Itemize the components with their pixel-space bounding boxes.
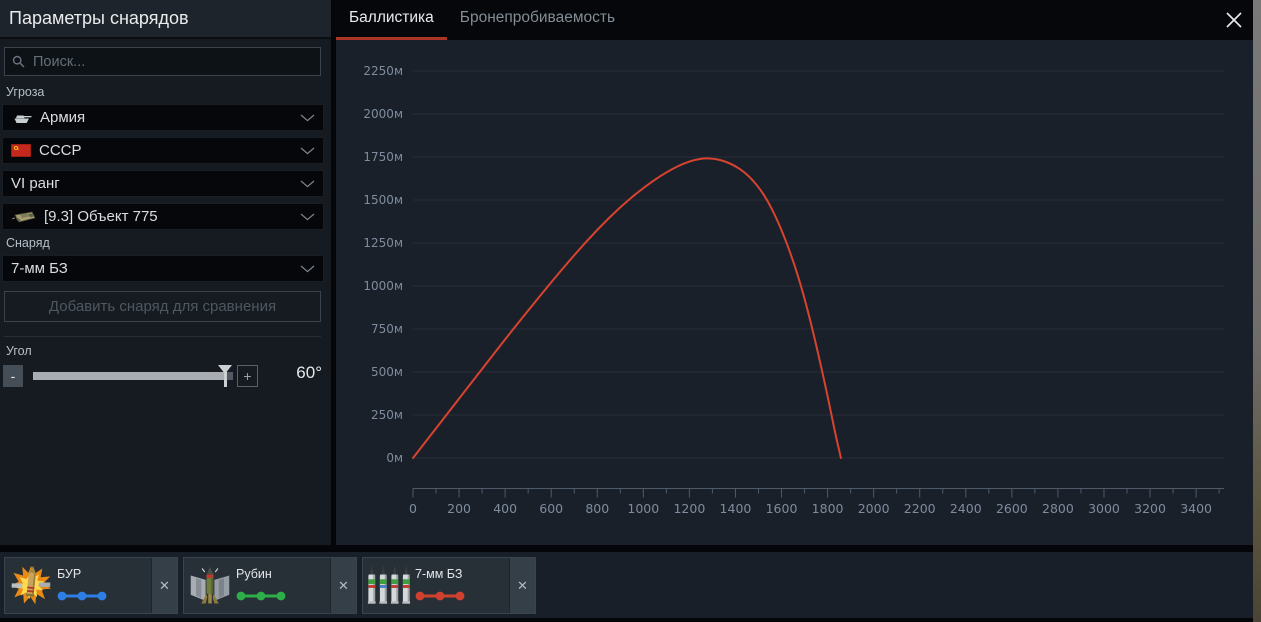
svg-text:2800: 2800 — [1042, 501, 1074, 516]
ballistics-chart: 0м 250м 500м 750м 1000м 1250м 1500м 1750м 2000м 2… — [336, 40, 1253, 545]
chevron-down-icon — [300, 213, 315, 221]
svg-text:1800: 1800 — [812, 501, 844, 516]
tank-silhouette-icon — [11, 112, 32, 124]
ap-shell-explosion-icon — [5, 558, 57, 613]
svg-text:0м: 0м — [386, 451, 403, 465]
dropdown-rank[interactable]: VI ранг — [2, 170, 324, 197]
search-icon — [12, 55, 25, 68]
background-scene-edge — [1253, 0, 1261, 622]
angle-slider-handle[interactable] — [218, 365, 232, 387]
svg-text:2200: 2200 — [904, 501, 936, 516]
tab-ballistics[interactable]: Баллистика — [336, 0, 447, 40]
close-icon[interactable]: ✕ — [330, 558, 356, 613]
angle-decrease-button[interactable]: - — [3, 365, 23, 387]
vehicle-camo-icon — [11, 209, 36, 224]
svg-text:3000: 3000 — [1088, 501, 1120, 516]
angle-slider-row: - + 60° — [0, 363, 331, 389]
dropdown-shell[interactable]: 7-мм БЗ — [2, 255, 324, 282]
svg-text:2400: 2400 — [950, 501, 982, 516]
svg-text:2250м: 2250м — [363, 64, 403, 78]
svg-text:1000: 1000 — [627, 501, 659, 516]
divider — [4, 336, 321, 337]
svg-text:1200: 1200 — [673, 501, 705, 516]
chevron-down-icon — [300, 265, 315, 273]
ussr-flag-icon — [11, 144, 31, 157]
tab-armor-penetration[interactable]: Бронепробиваемость — [459, 9, 616, 26]
compared-shells-bar: БУР ✕ Рубин ✕ 7-мм БЗ ✕ — [0, 552, 1253, 618]
close-icon[interactable] — [1223, 9, 1245, 31]
chevron-down-icon — [300, 180, 315, 188]
chevron-down-icon — [300, 147, 315, 155]
sidebar: Параметры снарядов Угроза Армия — [0, 0, 331, 545]
svg-text:1600: 1600 — [766, 501, 798, 516]
svg-text:500м: 500м — [371, 365, 403, 379]
threat-label: Угроза — [6, 85, 45, 99]
dropdown-branch[interactable]: Армия — [2, 104, 324, 131]
legend-line — [415, 591, 465, 601]
shell-card-title: 7-мм БЗ — [415, 567, 463, 581]
angle-value: 60° — [296, 363, 322, 382]
svg-text:0: 0 — [409, 501, 417, 516]
main-panel: Баллистика Бронепробиваемость 0м 250м 500м… — [336, 0, 1253, 545]
angle-label: Угол — [6, 344, 32, 358]
dropdown-vehicle-label: [9.3] Объект 775 — [44, 208, 158, 225]
angle-slider-track[interactable] — [33, 365, 233, 387]
close-icon[interactable]: ✕ — [509, 558, 535, 613]
shell-card[interactable]: Рубин ✕ — [183, 557, 357, 614]
svg-text:200: 200 — [447, 501, 471, 516]
svg-text:2600: 2600 — [996, 501, 1028, 516]
svg-text:2000м: 2000м — [363, 107, 403, 121]
dropdown-vehicle[interactable]: [9.3] Объект 775 — [2, 203, 324, 230]
tab-bar: Баллистика Бронепробиваемость — [336, 0, 1253, 40]
search-box[interactable] — [4, 47, 321, 76]
legend-line — [57, 591, 107, 601]
svg-text:1500м: 1500м — [363, 193, 403, 207]
dropdown-shell-label: 7-мм БЗ — [11, 260, 68, 277]
shell-card-title: БУР — [57, 567, 82, 581]
shell-label: Снаряд — [6, 236, 50, 250]
svg-text:1750м: 1750м — [363, 150, 403, 164]
angle-increase-button[interactable]: + — [237, 365, 258, 387]
shell-card[interactable]: 7-мм БЗ ✕ — [362, 557, 536, 614]
svg-text:3200: 3200 — [1134, 501, 1166, 516]
search-input[interactable] — [31, 52, 313, 71]
dropdown-rank-label: VI ранг — [11, 175, 60, 192]
svg-text:1000м: 1000м — [363, 279, 403, 293]
svg-text:750м: 750м — [371, 322, 403, 336]
dropdown-branch-label: Армия — [40, 109, 86, 126]
angle-slider-fill — [33, 372, 225, 380]
svg-text:250м: 250м — [371, 408, 403, 422]
svg-text:400: 400 — [493, 501, 517, 516]
chevron-down-icon — [300, 114, 315, 122]
legend-line — [236, 591, 286, 601]
add-shell-compare-button[interactable]: Добавить снаряд для сравнения — [4, 291, 321, 322]
trajectory-plot: 0м 250м 500м 750м 1000м 1250м 1500м 1750м 2000м 2… — [363, 64, 1224, 516]
dropdown-nation[interactable]: СССР — [2, 137, 324, 164]
shell-card-title: Рубин — [236, 567, 272, 581]
svg-text:3400: 3400 — [1180, 501, 1212, 516]
svg-text:2000: 2000 — [858, 501, 890, 516]
close-icon[interactable]: ✕ — [151, 558, 177, 613]
dropdown-nation-label: СССР — [39, 142, 82, 159]
svg-text:1400: 1400 — [720, 501, 752, 516]
mg-cartridges-icon — [363, 558, 415, 613]
svg-text:1250м: 1250м — [363, 236, 403, 250]
svg-text:600: 600 — [539, 501, 563, 516]
shell-card[interactable]: БУР ✕ — [4, 557, 178, 614]
heat-shell-icon — [184, 558, 236, 613]
page-title: Параметры снарядов — [0, 0, 331, 39]
svg-text:800: 800 — [585, 501, 609, 516]
